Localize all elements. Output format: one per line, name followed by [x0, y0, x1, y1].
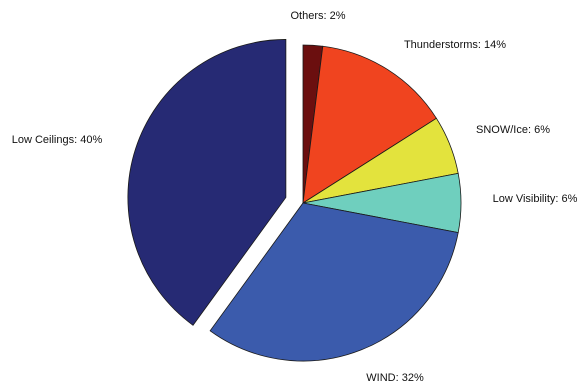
- pie-slice-wind: [209, 202, 459, 362]
- pie-slice-thunderstorms: [302, 45, 437, 204]
- slice-label-low-visibility: Low Visibility: 6%: [493, 193, 578, 205]
- slice-labels: Others: 2% Thunderstorms: 14% SNOW/Ice: 6%…: [12, 10, 578, 384]
- slice-label-snow-ice: SNOW/Ice: 6%: [476, 124, 550, 136]
- pie-slice-low-ceilings: [127, 39, 287, 326]
- slice-label-low-ceilings: Low Ceilings: 40%: [12, 134, 103, 146]
- slice-label-thunderstorms: Thunderstorms: 14%: [404, 39, 506, 51]
- slice-label-wind: WIND: 32%: [366, 372, 424, 384]
- pie-slices: [127, 39, 462, 362]
- slice-label-others: Others: 2%: [290, 10, 345, 22]
